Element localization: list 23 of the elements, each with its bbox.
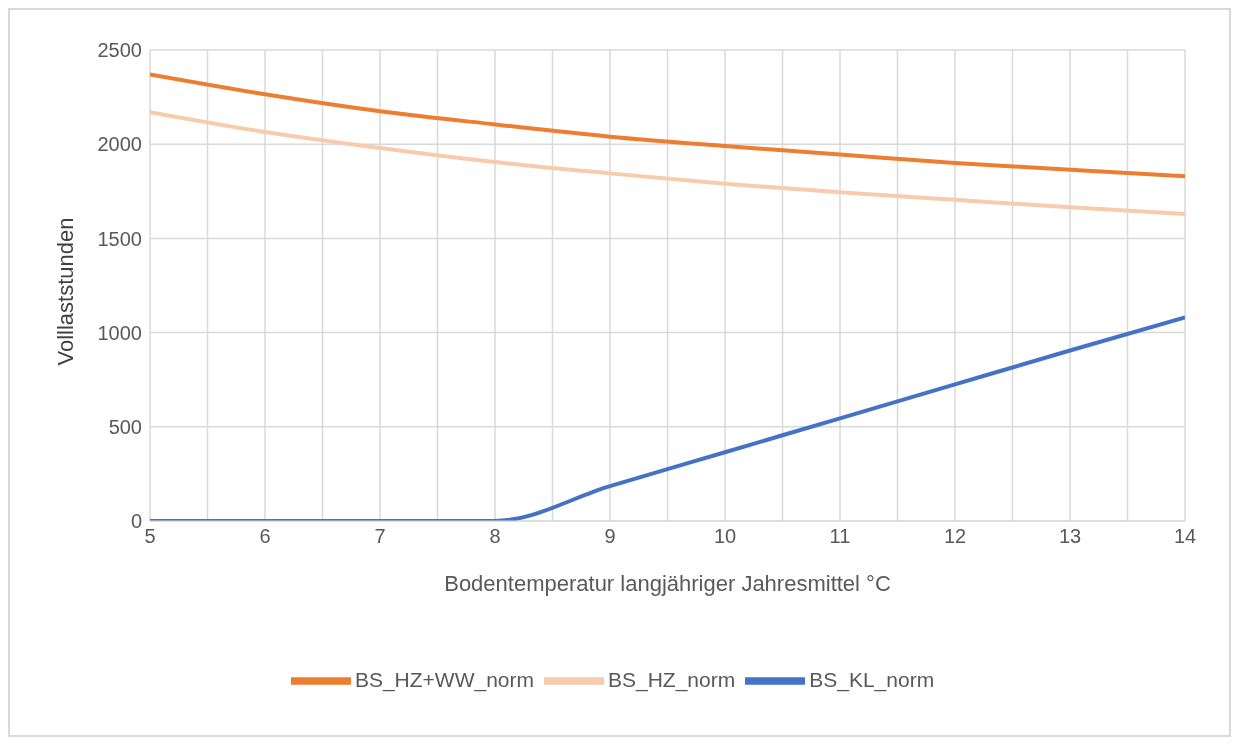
y-axis-title: Volllaststunden <box>52 217 78 366</box>
x-tick-label: 13 <box>1058 525 1082 548</box>
x-tick-label: 9 <box>604 525 616 548</box>
y-tick-label: 2000 <box>97 133 142 156</box>
x-tick-label: 7 <box>374 525 386 548</box>
x-tick-label: 11 <box>829 525 851 548</box>
line-series <box>150 72 1185 179</box>
x-tick-label: 6 <box>259 525 271 548</box>
line-series <box>150 110 1185 216</box>
x-tick-label: 14 <box>1173 525 1197 548</box>
x-axis-title: Bodentemperatur langjähriger Jahresmittel °C <box>444 571 891 596</box>
legend-label: BS_HZ_norm <box>608 667 736 691</box>
x-tick-label: 10 <box>713 525 737 548</box>
x-tick-label: 12 <box>943 525 967 548</box>
x-tick-label: 8 <box>489 525 501 548</box>
y-tick-label: 0 <box>130 510 142 533</box>
y-tick-label: 1500 <box>97 227 142 250</box>
y-tick-label: 500 <box>108 415 142 438</box>
legend-label: BS_HZ+WW_norm <box>354 667 534 691</box>
legend-label: BS_KL_norm <box>809 667 935 691</box>
x-tick-label: 5 <box>144 525 156 548</box>
y-tick-label: 1000 <box>97 321 142 344</box>
y-tick-label: 2500 <box>97 39 142 62</box>
